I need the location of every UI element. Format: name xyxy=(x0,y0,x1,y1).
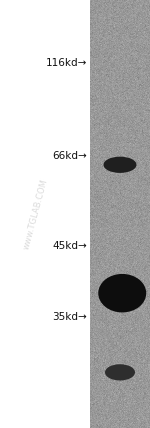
Text: 45kd→: 45kd→ xyxy=(52,241,87,251)
Text: www.TGLAB.COM: www.TGLAB.COM xyxy=(22,178,50,250)
Ellipse shape xyxy=(98,274,146,312)
Ellipse shape xyxy=(103,157,136,173)
Text: 35kd→: 35kd→ xyxy=(52,312,87,322)
Ellipse shape xyxy=(105,364,135,380)
Text: 66kd→: 66kd→ xyxy=(52,151,87,161)
Bar xyxy=(0,0,90,428)
Text: 116kd→: 116kd→ xyxy=(46,58,87,68)
